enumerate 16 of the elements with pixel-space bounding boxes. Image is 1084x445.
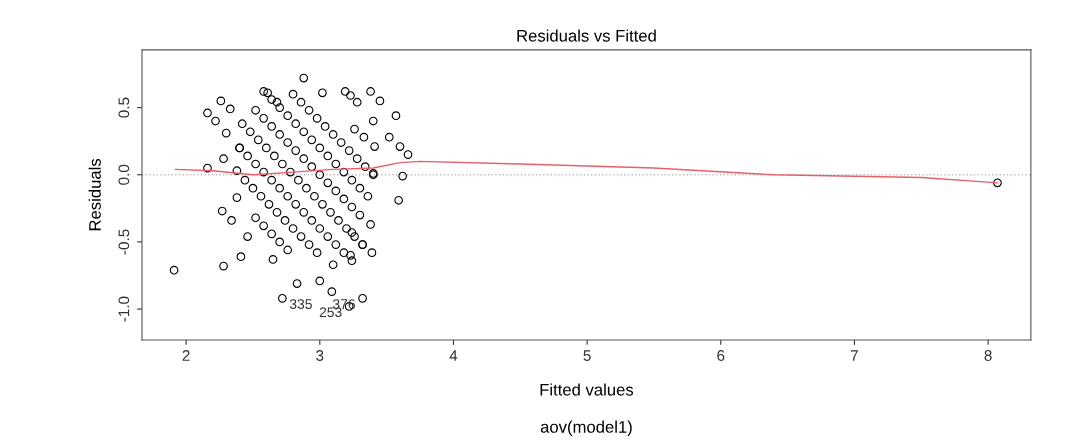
x-tick-label: 2	[182, 350, 190, 361]
annotation: 335	[289, 299, 312, 310]
text: aov(model1)	[540, 420, 632, 437]
x-tick-label: 5	[583, 350, 591, 361]
chart-title: Residuals vs Fitted	[517, 29, 656, 42]
y-tick-label: -0.5	[118, 229, 130, 255]
x-tick-label: 4	[449, 350, 458, 361]
y-tick-label: 0.0	[118, 164, 130, 185]
x-tick-label: 8	[984, 350, 992, 361]
y-tick-label: 0.5	[118, 97, 130, 118]
x-axis-title: Fitted values	[540, 383, 634, 396]
x-tick-label: 6	[717, 350, 725, 361]
x-tick-label: 7	[850, 350, 858, 361]
y-tick-label: -1.0	[118, 296, 130, 322]
x-tick-label: 3	[316, 350, 324, 361]
y-axis-title: Residuals	[88, 158, 101, 231]
